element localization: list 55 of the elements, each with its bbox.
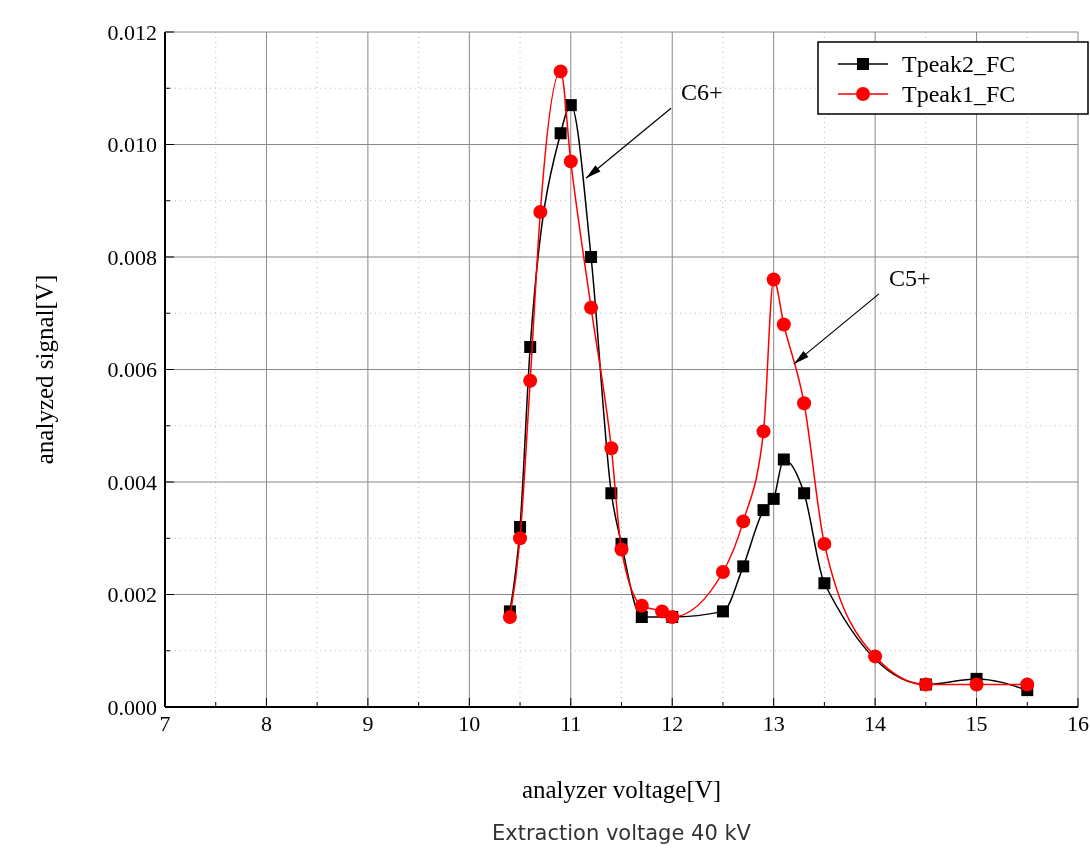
point [1020, 677, 1035, 692]
point [757, 504, 770, 517]
x-axis-title: analyzer voltage[V] [521, 776, 722, 803]
point [502, 610, 517, 624]
x-tick-label: 11 [560, 711, 582, 736]
x-tick-label: 16 [1067, 711, 1089, 736]
point [715, 565, 730, 579]
point [868, 649, 883, 664]
y-axis-title: analyzed signal[V] [31, 274, 58, 465]
x-tick-label: 8 [260, 711, 272, 736]
point [817, 536, 832, 551]
point [585, 251, 598, 263]
point [767, 492, 780, 505]
x-tick-label: 12 [661, 711, 684, 736]
x-tick-label: 9 [362, 711, 374, 736]
y-tick-label: 0.012 [107, 19, 157, 45]
x-tick-label: 13 [762, 711, 785, 736]
point [523, 373, 538, 388]
point [634, 598, 649, 613]
point [563, 154, 578, 169]
point [798, 487, 811, 500]
point [513, 531, 528, 546]
point [797, 396, 812, 411]
point [969, 677, 984, 692]
x-tick-label: 15 [965, 711, 988, 736]
point [553, 64, 568, 79]
y-tick-label: 0.002 [107, 582, 157, 608]
point [655, 604, 670, 619]
point [604, 441, 619, 456]
legend-label: Tpeak1_FC [902, 81, 1016, 108]
text: Extraction voltage 40 kV [492, 821, 752, 845]
x-tick-label: 14 [864, 711, 887, 736]
y-tick-label: 0.010 [107, 132, 157, 158]
y-tick-label: 0.006 [107, 357, 157, 383]
point [635, 611, 648, 623]
point [776, 317, 791, 332]
point [554, 127, 567, 140]
y-tick-label: 0.004 [107, 469, 157, 495]
legend-label: Tpeak2_FC [902, 51, 1016, 78]
point [756, 424, 771, 439]
x-tick-label: 10 [458, 711, 481, 736]
point [818, 577, 831, 590]
annotation: C5+ [888, 264, 931, 291]
annotation: C6+ [680, 79, 723, 106]
point [766, 272, 781, 287]
point [533, 205, 548, 219]
point [584, 300, 599, 315]
y-tick-label: 0.000 [107, 694, 157, 720]
point [614, 542, 629, 557]
point [716, 605, 729, 618]
y-tick-label: 0.008 [107, 244, 157, 270]
x-tick-label: 7 [159, 711, 171, 736]
point [736, 514, 751, 529]
point [737, 560, 750, 573]
point [777, 453, 790, 466]
